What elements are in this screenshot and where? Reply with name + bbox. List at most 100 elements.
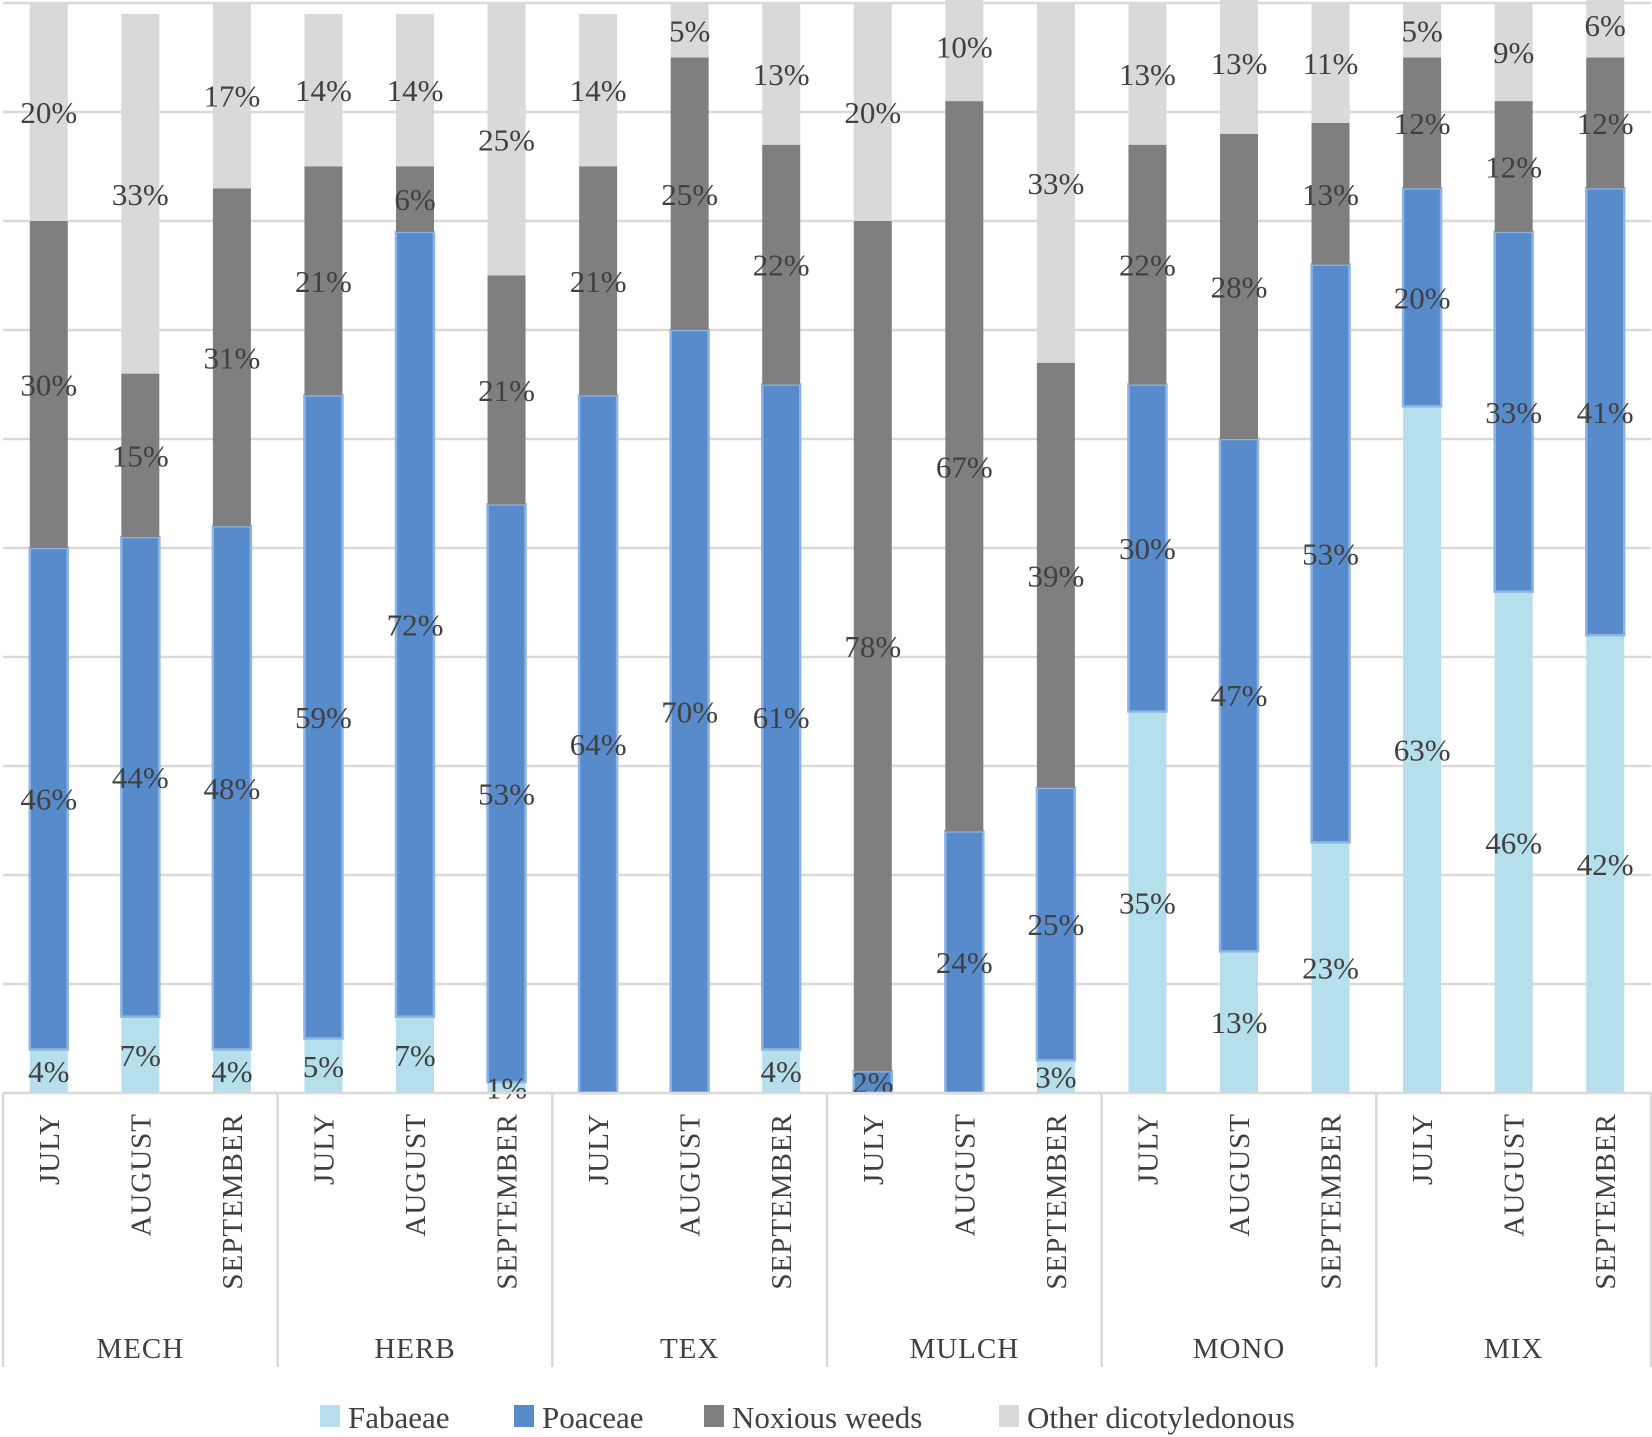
data-label: 25% [478, 122, 535, 157]
legend-item: Poaceae [514, 1400, 644, 1435]
group-tick-label: MECH [96, 1333, 184, 1365]
data-label: 20% [20, 95, 77, 130]
bar-segment-other-dicotyledonous [396, 13, 434, 167]
bar-segment-other-dicotyledonous [670, 3, 709, 58]
bar-segment-fabaeae [487, 1082, 526, 1093]
data-label: 53% [1302, 536, 1359, 571]
legend-label: Poaceae [542, 1400, 644, 1435]
data-label: 42% [1577, 847, 1634, 882]
bar-segment-noxious-weeds [29, 221, 68, 548]
bar-segment-poaceae [28, 546, 70, 1051]
month-tick-label: SEPTEMBER [217, 1113, 249, 1290]
data-label: 46% [1485, 825, 1542, 860]
bar-segment-noxious-weeds [1403, 57, 1442, 189]
bar-segment-other-dicotyledonous [487, 3, 526, 276]
data-label: 24% [936, 945, 993, 980]
bar-segment-noxious-weeds [487, 275, 526, 505]
bar-segment-fabaeae [1036, 1060, 1075, 1093]
month-tick-label: AUGUST [125, 1113, 157, 1237]
data-label: 21% [478, 373, 535, 408]
legend-swatch [704, 1405, 724, 1427]
bar-segment-noxious-weeds [1311, 122, 1350, 265]
data-label: 3% [1035, 1060, 1076, 1095]
month-tick-label: JULY [583, 1113, 615, 1185]
data-label: 30% [20, 368, 77, 403]
data-label: 30% [1119, 531, 1176, 566]
data-label: 15% [112, 438, 169, 473]
bar-segment-fabaeae [1494, 591, 1533, 1093]
bar-segment-other-dicotyledonous [121, 13, 160, 374]
legend-label: Noxious weeds [732, 1400, 922, 1435]
data-label: 61% [753, 700, 810, 735]
data-label: 53% [478, 776, 535, 811]
bar-segment-noxious-weeds [1220, 133, 1258, 440]
bar-segment-noxious-weeds [1494, 101, 1533, 232]
data-label: 7% [394, 1038, 435, 1073]
data-label: 5% [303, 1049, 344, 1084]
data-label: 46% [20, 782, 77, 817]
month-tick-label: JULY [308, 1113, 340, 1185]
gridlines [3, 1, 1651, 986]
data-label: 41% [1577, 395, 1634, 430]
bar-segment-poaceae [1035, 786, 1077, 1062]
data-label: 4% [28, 1054, 69, 1089]
bar-segment-poaceae [303, 394, 344, 1040]
bar-segment-other-dicotyledonous [212, 3, 251, 189]
group-tick-label: TEX [660, 1333, 719, 1365]
bar-segment-noxious-weeds [762, 144, 801, 385]
data-label: 1% [486, 1071, 527, 1106]
legend-item: Noxious weeds [704, 1400, 922, 1435]
data-label: 35% [1119, 885, 1176, 920]
data-label: 25% [1027, 907, 1084, 942]
bar-segment-other-dicotyledonous [29, 3, 68, 221]
data-label: 5% [1401, 13, 1442, 48]
month-tick-label: AUGUST [1499, 1113, 1531, 1237]
data-label: 22% [753, 248, 810, 283]
legend-label: Other dicotyledonous [1027, 1400, 1295, 1435]
bar-segment-other-dicotyledonous [762, 3, 801, 145]
month-tick-label: AUGUST [675, 1113, 707, 1237]
data-label: 5% [669, 13, 710, 48]
bar-segment-poaceae [944, 830, 985, 1095]
group-tick-label: MIX [1484, 1333, 1543, 1365]
month-tick-label: AUGUST [400, 1113, 432, 1237]
data-label: 20% [844, 95, 901, 130]
data-label: 13% [1211, 1005, 1268, 1040]
month-tick-label: SEPTEMBER [1316, 1113, 1348, 1290]
month-tick-label: SEPTEMBER [1041, 1113, 1073, 1290]
data-label: 33% [1485, 395, 1542, 430]
bar-segment-noxious-weeds [1036, 362, 1075, 788]
bar-segment-fabaeae [212, 1049, 251, 1093]
bar-segment-poaceae [760, 383, 802, 1051]
data-label: 2% [852, 1065, 893, 1100]
category-axis: JULY AUGUST SEPTEMBER MECH JULY AUGUST SEPTEMB… [1, 1091, 1652, 1367]
group-tick-label: MULCH [909, 1333, 1019, 1365]
data-labels: 4% 46% 30% 20% 7% 44% 15% 33% 4% 48% 31% 17% 5% 59% 21… [20, 8, 1633, 1106]
month-tick-label: SEPTEMBER [1590, 1113, 1622, 1290]
data-label: 63% [1394, 733, 1451, 768]
data-label: 14% [570, 73, 627, 108]
bar-segment-noxious-weeds [945, 101, 984, 832]
data-label: 10% [936, 30, 993, 65]
bar-segment-poaceae [577, 394, 619, 1095]
month-tick-label: JULY [858, 1113, 890, 1185]
data-label: 67% [936, 449, 993, 484]
data-label: 22% [1119, 248, 1176, 283]
data-label: 13% [1119, 57, 1176, 92]
bar-segment-noxious-weeds [121, 373, 160, 538]
bar-segment-fabaeae [29, 1049, 68, 1093]
month-tick-label: JULY [34, 1113, 66, 1185]
data-label: 13% [1211, 46, 1268, 81]
bar-segment-fabaeae [1220, 951, 1258, 1093]
data-label: 44% [112, 760, 169, 795]
bar-segment-noxious-weeds [304, 166, 343, 396]
bar-segment-fabaeae [304, 1038, 343, 1093]
month-tick-label: SEPTEMBER [492, 1113, 524, 1290]
data-label: 12% [1577, 106, 1634, 141]
data-label: 14% [387, 73, 444, 108]
bar-segment-other-dicotyledonous [1128, 3, 1167, 145]
data-label: 33% [112, 177, 169, 212]
bar-segment-fabaeae [121, 1016, 160, 1093]
data-label: 72% [387, 607, 444, 642]
bar-segment-other-dicotyledonous [1220, 0, 1258, 134]
